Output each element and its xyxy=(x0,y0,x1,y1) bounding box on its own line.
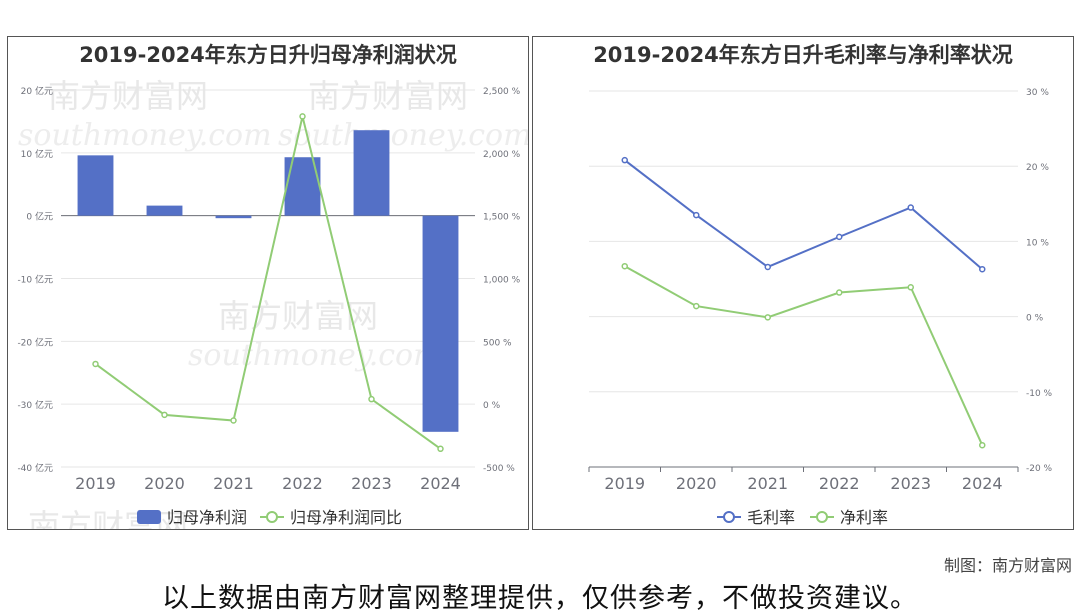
legend-label: 归母净利润同比 xyxy=(290,508,402,527)
line-point xyxy=(907,204,914,211)
watermark-brand: 南方财富网 xyxy=(308,77,468,115)
y-right-tick-label: 1,500 % xyxy=(483,213,521,223)
series-line-gross-margin xyxy=(624,159,983,270)
legend-swatch-marker xyxy=(816,511,828,523)
line-point xyxy=(764,314,771,321)
line-point xyxy=(299,113,306,120)
left-chart-panel: 2019-2024年东方日升归母净利润状况 南方财富网 southmoney.co… xyxy=(7,36,529,530)
line-point xyxy=(621,262,628,270)
legend-swatch-bar xyxy=(137,510,161,524)
watermark-brand: 南方财富网 xyxy=(28,507,188,529)
bar xyxy=(215,215,252,219)
right-chart-title: 2019-2024年东方日升毛利率与净利率状况 xyxy=(593,43,1013,67)
series-line-net-margin xyxy=(624,265,984,446)
x-tick-label: 2024 xyxy=(420,474,461,493)
watermark-domain: southmoney.com xyxy=(278,118,528,153)
y-right-tick-label: 1,000 % xyxy=(483,276,521,286)
x-tick-label: 2019 xyxy=(75,474,116,493)
bar xyxy=(146,205,183,216)
x-tick-label: 2022 xyxy=(819,474,860,493)
watermark-domain: southmoney.com xyxy=(188,338,442,373)
watermark-domain: southmoney.com xyxy=(18,118,272,153)
line-point xyxy=(92,360,99,368)
chart-credit: 制图：南方财富网 xyxy=(943,556,1072,575)
legend-label: 归母净利润 xyxy=(167,508,247,527)
line-point xyxy=(693,302,700,310)
line-point xyxy=(437,445,444,453)
line-point xyxy=(764,263,771,271)
bar xyxy=(422,215,459,432)
disclaimer-note: 以上数据由南方财富网整理提供，仅供参考，不做投资建议。 xyxy=(162,583,918,614)
y-right-tick-label: -20 % xyxy=(1026,464,1053,474)
y-left-tick-label: 10 亿元 xyxy=(21,148,53,160)
x-tick-label: 2020 xyxy=(144,474,185,493)
y-right-tick-label: -10 % xyxy=(1026,389,1053,399)
line-point xyxy=(907,284,914,291)
y-right-tick-label: 30 % xyxy=(1026,88,1049,98)
y-left-tick-label: 0 亿元 xyxy=(26,211,53,223)
line-point xyxy=(230,417,237,424)
x-tick-label: 2024 xyxy=(962,474,1003,493)
series-line-yoy xyxy=(94,116,442,450)
x-tick-label: 2021 xyxy=(747,474,788,493)
left-chart-svg: 南方财富网southmoney.com南方财富网southmoney.com南方… xyxy=(17,77,528,529)
x-tick-label: 2019 xyxy=(604,474,645,493)
y-left-tick-label: -20 亿元 xyxy=(17,336,53,348)
y-left-tick-label: -30 亿元 xyxy=(17,399,53,411)
y-left-tick-label: -10 亿元 xyxy=(17,274,53,286)
y-right-tick-label: -500 % xyxy=(483,464,515,474)
x-tick-label: 2023 xyxy=(890,474,931,493)
line-point xyxy=(979,265,986,273)
y-right-tick-label: 0 % xyxy=(1026,314,1044,324)
line-point xyxy=(161,411,168,419)
legend-label: 净利率 xyxy=(840,508,888,527)
y-right-tick-label: 0 % xyxy=(483,401,501,411)
right-chart-panel: 2019-2024年东方日升毛利率与净利率状况 30 % 20 % 10 % 0 % -… xyxy=(532,36,1074,530)
y-right-tick-label: 20 % xyxy=(1026,163,1049,173)
legend-swatch-marker xyxy=(723,511,735,523)
line-point xyxy=(693,211,700,219)
line-point xyxy=(621,156,628,164)
watermark-brand: 南方财富网 xyxy=(48,77,208,115)
y-right-tick-label: 2,500 % xyxy=(483,87,521,97)
line-point xyxy=(836,289,843,296)
right-chart-svg: 30 % 20 % 10 % 0 % -10 % -20 % 2019 2020 2021 202… xyxy=(588,88,1053,527)
y-right-tick-label: 500 % xyxy=(483,338,512,348)
legend-swatch-marker xyxy=(266,511,278,523)
y-left-tick-label: 20 亿元 xyxy=(21,85,53,97)
x-tick-label: 2023 xyxy=(351,474,392,493)
y-right-tick-label: 10 % xyxy=(1026,238,1049,248)
legend-label: 毛利率 xyxy=(747,508,795,527)
y-right-tick-label: 2,000 % xyxy=(483,150,521,160)
x-tick-label: 2020 xyxy=(676,474,717,493)
x-tick-label: 2021 xyxy=(213,474,254,493)
left-chart-title: 2019-2024年东方日升归母净利润状况 xyxy=(79,43,457,67)
bar xyxy=(353,130,390,216)
line-point xyxy=(836,233,843,241)
line-point xyxy=(979,441,986,449)
x-tick-label: 2022 xyxy=(282,474,323,493)
line-point xyxy=(368,395,375,403)
bar xyxy=(77,155,114,216)
y-left-tick-label: -40 亿元 xyxy=(17,462,53,474)
